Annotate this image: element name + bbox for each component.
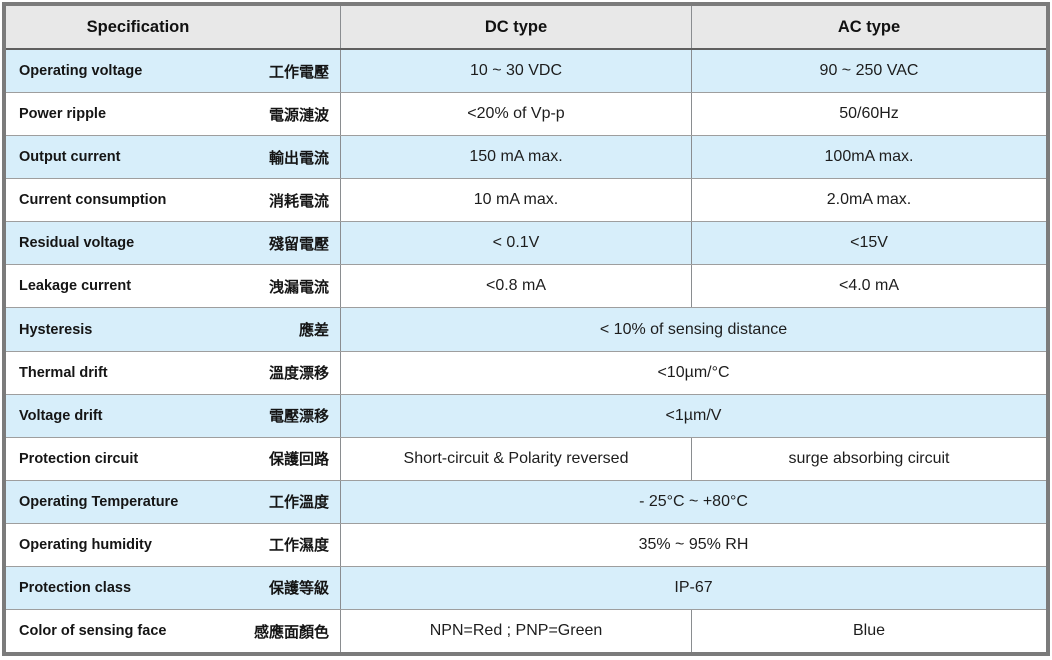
spec-cell: Leakage current 洩漏電流: [6, 265, 341, 308]
spec-cell: Protection class 保護等級: [6, 566, 341, 610]
table-row: Operating voltage 工作電壓 10 ~ 30 VDC 90 ~ …: [6, 50, 1046, 94]
shared-value-cell: < 10% of sensing distance: [599, 320, 788, 338]
spec-label-en: Residual voltage: [19, 235, 135, 252]
table-row: Operating humidity 工作濕度 35% ~ 95% RH: [6, 523, 1046, 567]
spec-label-en: Protection class: [19, 579, 132, 596]
spec-cell: Hysteresis 應差: [6, 308, 341, 351]
spec-label-en: Color of sensing face: [19, 623, 167, 640]
table-row: Residual voltage 殘留電壓 < 0.1V <15V: [6, 222, 1046, 266]
spec-cell: Residual voltage 殘留電壓: [6, 222, 341, 265]
ac-value-cell: <4.0 mA: [838, 277, 900, 295]
spec-cell: Thermal drift 溫度漂移: [6, 351, 341, 394]
spec-cell: Power ripple 電源漣波: [6, 93, 341, 136]
table-row: Power ripple 電源漣波 <20% of Vp-p 50/60Hz: [6, 93, 1046, 137]
spec-label-en: Voltage drift: [19, 407, 103, 424]
dc-value-cell: 10 mA max.: [341, 179, 692, 222]
header-specification: Specification: [6, 6, 341, 48]
shared-value-cell: <1µm/V: [665, 406, 722, 424]
spec-label-en: Operating voltage: [19, 63, 143, 80]
spec-label-zh: 工作濕度: [268, 537, 329, 555]
table-row: Leakage current 洩漏電流 <0.8 mA <4.0 mA: [6, 265, 1046, 309]
spec-label-en: Leakage current: [19, 278, 132, 295]
table-row: Output current 輸出電流 150 mA max. 100mA ma…: [6, 136, 1046, 180]
header-ac-type: AC type: [837, 17, 901, 36]
ac-value-cell: 2.0mA max.: [826, 191, 912, 209]
spec-label-en: Operating Temperature: [19, 493, 179, 510]
spec-cell: Operating humidity 工作濕度: [6, 523, 341, 566]
table-row: Color of sensing face 感應面顏色 NPN=Red ; PN…: [6, 610, 1046, 653]
spec-label-zh: 殘留電壓: [268, 235, 329, 253]
table-row: Hysteresis 應差 < 10% of sensing distance: [6, 308, 1046, 352]
ac-value-cell: 50/60Hz: [839, 105, 899, 123]
spec-cell: Operating voltage 工作電壓: [6, 50, 341, 93]
table-row: Thermal drift 溫度漂移 <10µm/°C: [6, 351, 1046, 395]
spec-cell: Protection circuit 保護回路: [6, 437, 341, 480]
spec-label-zh: 消耗電流: [268, 192, 329, 210]
spec-label-zh: 電壓漂移: [268, 408, 329, 426]
spec-label-zh: 感應面顏色: [253, 623, 329, 641]
ac-value-cell: <15V: [850, 234, 888, 252]
shared-value-cell: 35% ~ 95% RH: [638, 535, 749, 553]
ac-value-cell: surge absorbing circuit: [788, 449, 950, 467]
spec-cell: Operating Temperature 工作溫度: [6, 480, 341, 523]
spec-label-en: Thermal drift: [19, 364, 108, 381]
table-row: Voltage drift 電壓漂移 <1µm/V: [6, 394, 1046, 438]
dc-value-cell: NPN=Red ; PNP=Green: [341, 610, 692, 653]
spec-label-zh: 保護回路: [268, 451, 329, 469]
spec-label-zh: 溫度漂移: [268, 365, 329, 383]
dc-value-cell: <20% of Vp-p: [341, 93, 692, 136]
spec-cell: Voltage drift 電壓漂移: [6, 394, 341, 437]
spec-label-en: Hysteresis: [19, 321, 93, 338]
shared-value-cell: <10µm/°C: [657, 363, 730, 381]
spec-label-en: Output current: [19, 149, 121, 166]
spec-label-zh: 保護等級: [268, 580, 329, 598]
dc-value-cell: <0.8 mA: [341, 265, 692, 308]
spec-label-en: Operating humidity: [19, 536, 152, 553]
shared-value-cell: IP-67: [674, 578, 713, 596]
spec-cell: Color of sensing face 感應面顏色: [6, 610, 341, 653]
table-row: Protection circuit 保護回路 Short-circuit & …: [6, 437, 1046, 481]
spec-label-en: Protection circuit: [19, 450, 139, 467]
dc-value-cell: 10 ~ 30 VDC: [341, 50, 692, 93]
shared-value-cell: - 25°C ~ +80°C: [639, 492, 748, 510]
spec-label-zh: 電源漣波: [268, 106, 329, 124]
table-row: Operating Temperature 工作溫度 - 25°C ~ +80°…: [6, 480, 1046, 524]
spec-label-zh: 洩漏電流: [268, 278, 329, 296]
spec-label-zh: 工作溫度: [268, 494, 329, 512]
dc-value-cell: Short-circuit & Polarity reversed: [341, 437, 692, 480]
ac-value-cell: 90 ~ 250 VAC: [819, 62, 919, 80]
ac-value-cell: Blue: [852, 622, 886, 640]
spec-label-en: Current consumption: [19, 192, 167, 209]
spec-label-en: Power ripple: [19, 106, 107, 123]
table-row: Protection class 保護等級 IP-67: [6, 566, 1046, 611]
spec-label-zh: 工作電壓: [268, 63, 329, 81]
spec-label-zh: 應差: [298, 322, 329, 339]
dc-value-cell: < 0.1V: [341, 222, 692, 265]
table-header-row: Specification DC type AC type: [6, 6, 1046, 50]
header-dc-type: DC type: [341, 6, 692, 48]
spec-label-zh: 輸出電流: [268, 149, 329, 167]
spec-cell: Current consumption 消耗電流: [6, 179, 341, 222]
ac-value-cell: 100mA max.: [824, 148, 914, 166]
table-row: Current consumption 消耗電流 10 mA max. 2.0m…: [6, 179, 1046, 223]
spec-cell: Output current 輸出電流: [6, 136, 341, 179]
dc-value-cell: 150 mA max.: [341, 136, 692, 179]
